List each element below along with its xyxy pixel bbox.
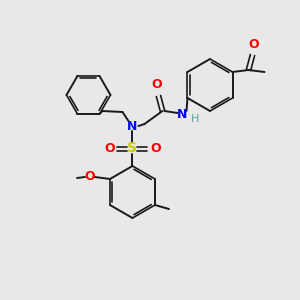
Text: H: H [190, 114, 199, 124]
Text: O: O [104, 142, 115, 155]
Text: S: S [128, 141, 137, 155]
Text: O: O [151, 78, 162, 91]
Text: O: O [150, 142, 161, 155]
Text: O: O [248, 38, 259, 51]
Text: N: N [177, 107, 188, 121]
Text: O: O [85, 169, 95, 182]
Text: N: N [127, 119, 138, 133]
